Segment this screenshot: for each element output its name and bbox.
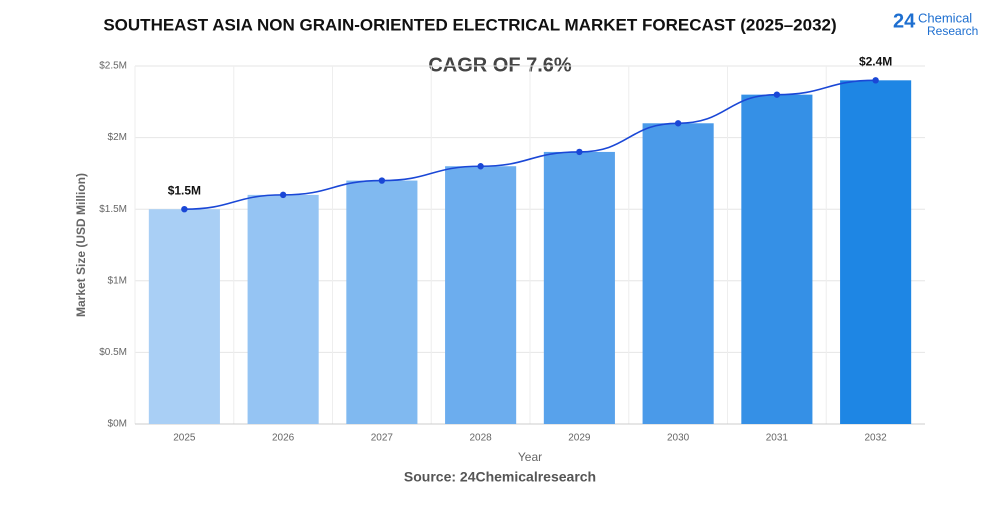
bar xyxy=(148,209,220,424)
x-tick-label: 2025 xyxy=(173,433,196,444)
logo-line2: Research xyxy=(927,24,978,38)
x-tick-label: 2030 xyxy=(667,433,690,444)
x-tick-label: 2027 xyxy=(371,433,394,444)
bar xyxy=(741,94,813,424)
chart-title: SOUTHEAST ASIA NON GRAIN-ORIENTED ELECTR… xyxy=(103,15,836,34)
trend-point xyxy=(674,120,682,127)
y-tick-label: $2.5M xyxy=(99,61,127,72)
y-tick-label: $1M xyxy=(108,275,127,286)
bar xyxy=(247,194,319,424)
trend-point xyxy=(477,163,484,170)
y-axis-label: Market Size (USD Million) xyxy=(74,173,88,317)
x-tick-label: 2026 xyxy=(272,433,295,444)
x-axis-label: Year xyxy=(518,450,542,464)
x-tick-label: 2032 xyxy=(865,433,888,444)
x-tick-label: 2028 xyxy=(470,433,493,444)
y-tick-label: $0.5M xyxy=(99,347,127,358)
y-tick-label: $2M xyxy=(108,132,127,143)
logo-line1: Chemical xyxy=(918,10,972,25)
trend-point xyxy=(181,206,188,213)
logo-number: 24 xyxy=(893,10,916,32)
value-label: $2.4M xyxy=(859,54,892,68)
chart-subtitle: CAGR OF 7.6% xyxy=(428,54,572,76)
logo: 24 Chemical Research xyxy=(893,10,978,38)
value-label: $1.5M xyxy=(168,183,201,197)
bar xyxy=(642,123,714,424)
trend-point xyxy=(378,177,386,184)
trend-line xyxy=(184,79,876,210)
trend-point xyxy=(773,91,781,98)
trend-point xyxy=(872,77,879,84)
x-tick-label: 2031 xyxy=(766,433,789,444)
bar xyxy=(543,151,615,425)
trend-point xyxy=(576,148,583,156)
trend-point xyxy=(279,191,287,199)
y-tick-label: $1.5M xyxy=(99,204,127,215)
x-tick-label: 2029 xyxy=(568,433,591,444)
y-tick-label: $0M xyxy=(108,419,127,430)
source: Source: 24Chemicalresearch xyxy=(404,469,596,485)
bar xyxy=(346,180,418,424)
bar xyxy=(445,166,517,425)
bar xyxy=(840,80,912,424)
